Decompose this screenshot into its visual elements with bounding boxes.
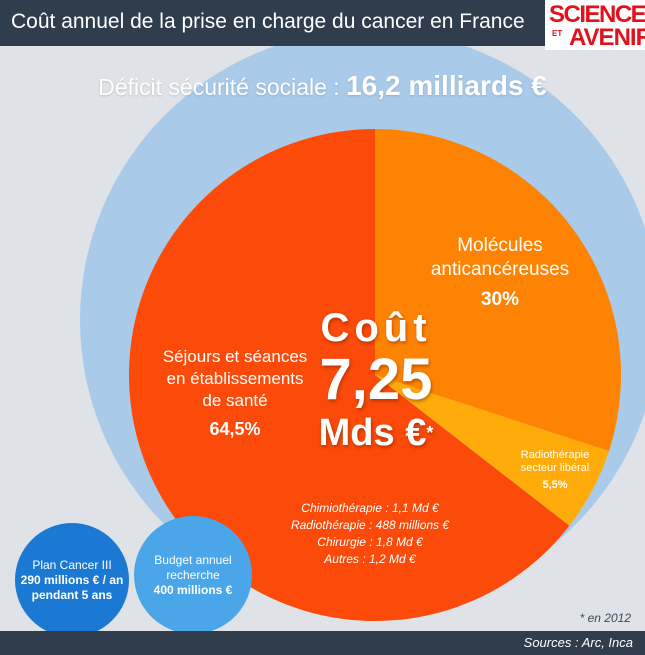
radiotherapie-label: Radiothérapie secteur libéral 5,5% [495, 449, 615, 492]
total-cost-word: Coût [320, 306, 432, 350]
pie-slices [128, 129, 621, 622]
breakdown-item: Chirurgie : 1,8 Md € [317, 535, 423, 549]
footnote: * en 2012 [579, 611, 631, 625]
total-cost-unit: Mds € [318, 412, 427, 454]
radio-label-line: Radiothérapie [520, 449, 590, 461]
plan-cancer-duration: pendant 5 ans [31, 587, 113, 602]
page-title: Coût annuel de la prise en charge du can… [11, 10, 525, 33]
total-cost-unit-wrap: Mds €* [266, 410, 486, 456]
breakdown-item: Chimiothérapie : 1,1 Md € [301, 501, 439, 515]
logo-text-avenir: AVENIR [569, 24, 645, 51]
sejours-label-line: Séjours et séances [162, 347, 308, 366]
molecules-label: Molécules anticancéreuses 30% [400, 234, 600, 312]
sejours-label-line: en établissements [166, 369, 304, 388]
pie-slice-molecules [375, 129, 621, 452]
budget-value: 400 millions € [153, 582, 233, 597]
sejours-label: Séjours et séances en établissements de … [125, 346, 345, 440]
deficit-value: 16,2 milliards € [346, 70, 547, 101]
total-cost-amount: 7,25 [319, 347, 433, 412]
plan-cancer-value: 290 millions € / an [20, 572, 124, 587]
budget-recherche-bubble: Budget annuel recherche 400 millions € [134, 516, 252, 634]
budget-title: Budget annuel [154, 552, 232, 567]
sejours-percentage: 64,5% [209, 419, 261, 439]
sources-text: Sources : Arc, Inca [523, 635, 633, 650]
logo-text-sciences: SCIENCES [549, 1, 645, 28]
cost-pie-chart [80, 46, 645, 622]
sejours-label-line: de santé [202, 391, 268, 410]
radio-label-line: secteur libéral [520, 462, 590, 474]
total-cost: Coût 7,25 Mds €* [266, 306, 486, 456]
deficit-heading: Déficit sécurité sociale : 16,2 milliard… [0, 70, 645, 102]
cost-breakdown-list: Chimiothérapie : 1,1 Md € Radiothérapie … [265, 500, 475, 568]
logo-text-et: ET [552, 29, 563, 38]
plan-cancer-title: Plan Cancer III [32, 557, 112, 572]
budget-title: recherche [166, 567, 220, 582]
breakdown-item: Autres : 1,2 Md € [324, 552, 416, 566]
molecules-percentage: 30% [480, 289, 520, 310]
deficit-label: Déficit sécurité sociale : [98, 74, 347, 100]
molecules-label-line: Molécules [457, 235, 543, 256]
header-bar: Coût annuel de la prise en charge du can… [0, 0, 645, 46]
radio-percentage: 5,5% [542, 479, 568, 491]
footnote-mark: * [426, 423, 434, 443]
sciences-et-avenir-logo[interactable]: SCIENCES ET AVENIR [545, 0, 645, 51]
molecules-label-line: anticancéreuses [430, 259, 570, 280]
footer-bar: Sources : Arc, Inca [0, 631, 645, 655]
pie-slice-radiotherapie [375, 375, 609, 526]
pie-slice-sejours [128, 129, 570, 622]
plan-cancer-bubble: Plan Cancer III 290 millions € / an pend… [15, 523, 129, 637]
breakdown-item: Radiothérapie : 488 millions € [290, 518, 450, 532]
